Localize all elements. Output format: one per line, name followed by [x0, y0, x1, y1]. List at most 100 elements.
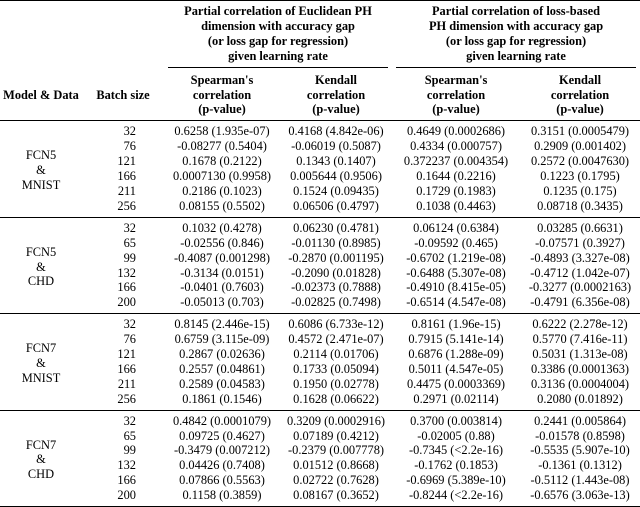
correlation-value: -0.6488 (5.307e-08): [406, 265, 506, 280]
data-row: FCN5 & CHD 32 0.1032 (0.4278) 0.06230 (0.4781…: [0, 217, 640, 315]
batch-size: 65: [123, 235, 136, 250]
correlation-value: 0.1733 (0.05094): [293, 361, 379, 376]
column-header-line: Spearman's: [190, 72, 254, 87]
correlation-value: -0.05013 (0.703): [164, 295, 280, 315]
correlation-value: -0.01130 (0.8985): [291, 235, 381, 250]
correlation-value: -0.7345 (<2.2e-16): [408, 443, 504, 458]
data-row: 121 0.2867 (0.02636) 0.2114 (0.01706) 0.687…: [0, 347, 640, 362]
correlation-value: 0.1032 (0.4278): [182, 220, 262, 235]
column-header: Spearman's correlation (p-value): [164, 70, 280, 122]
correlation-value: 0.2441 (0.005864): [534, 413, 626, 428]
correlation-value: 0.5770 (7.416e-11): [532, 332, 628, 347]
correlation-value: -0.4712 (1.042e-07): [530, 265, 630, 280]
model-label-line: MNIST: [21, 370, 61, 385]
correlation-value: -0.6576 (3.063e-13): [520, 488, 640, 507]
batch-size: 166: [117, 169, 136, 184]
batch-size: 211: [117, 183, 136, 198]
correlation-value: -0.02556 (0.846): [180, 235, 264, 250]
correlation-value: 0.1158 (0.3859): [164, 488, 280, 507]
model-label: FCN5 & CHD: [0, 217, 82, 315]
correlation-value: -0.6702 (1.219e-08): [406, 250, 506, 265]
correlation-value: -0.01578 (0.8598): [535, 428, 625, 443]
correlation-value: 0.04426 (0.7408): [179, 458, 265, 473]
correlation-value: 0.09725 (0.4627): [179, 428, 265, 443]
batch-size: 256: [82, 198, 164, 218]
column-header: Spearman's correlation (p-value): [392, 70, 521, 122]
data-row: 65 0.09725 (0.4627) 0.07189 (0.4212) -0.020…: [0, 429, 640, 444]
correlation-value: 0.07189 (0.4212): [293, 428, 379, 443]
model-label-line: FCN5: [25, 244, 57, 259]
data-row: 76 0.6759 (3.115e-09) 0.4572 (2.471e-07) 0.…: [0, 332, 640, 347]
batch-size: 132: [117, 265, 136, 280]
table-body: FCN5 & MNIST 32 0.6258 (1.935e-07) 0.4168 (4.…: [0, 120, 640, 507]
model-label-line: FCN7: [25, 437, 57, 452]
group-header: Partial correlation of loss-based PH dime…: [392, 0, 640, 71]
correlation-value: 0.3209 (0.0002916): [286, 413, 386, 428]
batch-size: 99: [123, 250, 136, 265]
correlation-value: 0.5031 (1.313e-08): [532, 347, 628, 362]
correlation-value: 0.2080 (0.01892): [520, 391, 640, 411]
correlation-value: -0.0401 (0.7603): [180, 280, 264, 295]
column-header-line: correlation: [192, 87, 252, 102]
correlation-value: 0.1644 (0.2216): [416, 169, 496, 184]
column-header: Kendall correlation (p-value): [520, 70, 640, 122]
batch-size: 32: [123, 124, 136, 139]
correlation-value: 0.4842 (0.0001079): [172, 413, 272, 428]
correlation-value: 0.1038 (0.4463): [392, 198, 521, 218]
correlation-value: -0.5112 (1.443e-08): [530, 473, 630, 488]
table-header: Partial correlation of Euclidean PH dimen…: [0, 0, 640, 122]
correlation-value: 0.2971 (0.02114): [392, 391, 521, 411]
model-label-line: MNIST: [21, 178, 61, 193]
data-row: 121 0.1678 (0.2122) 0.1343 (0.1407) 0.37223…: [0, 154, 640, 169]
correlation-value: 0.2186 (0.1023): [182, 183, 262, 198]
batch-size: 32: [123, 413, 136, 428]
correlation-value: -0.6969 (5.389e-10): [406, 473, 506, 488]
column-header-line: Kendall: [315, 72, 357, 87]
batch-size: 256: [82, 391, 164, 411]
correlation-value: 0.3151 (0.0005479): [530, 124, 630, 139]
model-label-line: FCN7: [25, 341, 57, 356]
correlation-value: -0.02373 (0.7888): [291, 280, 381, 295]
correlation-value: -0.3277 (0.0002163): [528, 280, 632, 295]
header-blank: [0, 0, 164, 71]
correlation-value: 0.08167 (0.3652): [280, 488, 393, 507]
column-header-line: correlation: [306, 87, 366, 102]
correlation-value: 0.7915 (5.141e-14): [408, 332, 504, 347]
batch-size: 166: [117, 473, 136, 488]
batch-size: 32: [123, 317, 136, 332]
model-label-line: CHD: [27, 274, 55, 289]
correlation-value: 0.06124 (0.6384): [413, 220, 499, 235]
batch-size: 65: [123, 428, 136, 443]
correlation-value: 0.2867 (0.02636): [179, 347, 265, 362]
correlation-value: -0.2090 (0.01828): [291, 265, 381, 280]
correlation-value: 0.1223 (0.1795): [540, 169, 620, 184]
model-label-line: FCN5: [25, 148, 57, 163]
correlation-value: 0.6086 (6.733e-12): [288, 317, 384, 332]
data-row: 200 0.1158 (0.3859) 0.08167 (0.3652) -0.824…: [0, 488, 640, 507]
correlation-value: 0.8145 (2.446e-15): [174, 317, 270, 332]
correlation-value: 0.1628 (0.06622): [280, 391, 393, 411]
batch-size: 76: [123, 139, 136, 154]
correlation-value: 0.3700 (0.003814): [410, 413, 502, 428]
correlation-value: 0.06230 (0.4781): [293, 220, 379, 235]
model-label-line: &: [36, 163, 46, 178]
model-label: FCN7 & CHD: [0, 410, 82, 507]
data-row: 166 0.0007130 (0.9958) 0.005644 (0.9506) 0.…: [0, 169, 640, 184]
correlation-value: 0.1729 (0.1983): [416, 183, 496, 198]
data-row: 256 0.08155 (0.5502) 0.06506 (0.4797) 0.103…: [0, 198, 640, 218]
data-row: 166 0.07866 (0.5563) 0.02722 (0.7628) -0.69…: [0, 473, 640, 488]
correlation-value: 0.1524 (0.09435): [293, 183, 379, 198]
correlation-value: 0.4334 (0.000757): [410, 139, 502, 154]
model-label: FCN5 & MNIST: [0, 120, 82, 218]
correlation-value: 0.1235 (0.175): [543, 183, 617, 198]
correlation-value: 0.01512 (0.8668): [293, 458, 379, 473]
correlation-value: 0.3136 (0.0004004): [530, 376, 630, 391]
correlation-value: -0.8244 (<2.2e-16): [392, 488, 521, 507]
data-row: 166 -0.0401 (0.7603) -0.02373 (0.7888) -0.4…: [0, 280, 640, 295]
header-row: Model & Data Batch size Spearman's correlat…: [0, 70, 640, 122]
column-header: Kendall correlation (p-value): [280, 70, 393, 122]
batch-size: 132: [117, 458, 136, 473]
correlation-value: 0.3386 (0.0001363): [530, 361, 630, 376]
correlation-value: 0.4649 (0.0002686): [406, 124, 506, 139]
column-header: Batch size: [82, 70, 164, 122]
